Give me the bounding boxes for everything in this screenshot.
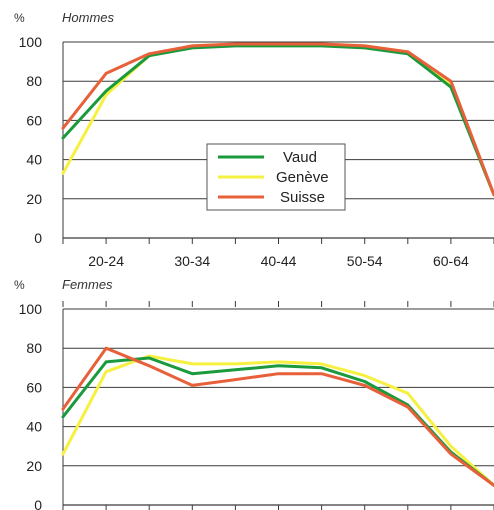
femmes-panel-title: Femmes bbox=[62, 277, 113, 292]
x-tick-label-20-24: 20-24 bbox=[88, 253, 124, 269]
hommes-y-tick-labels: 0 20 40 60 80 100 bbox=[19, 34, 43, 246]
femmes-y-unit: % bbox=[14, 278, 25, 292]
series-line-suisse bbox=[61, 42, 494, 197]
y-tick-label-40: 40 bbox=[26, 419, 42, 435]
femmes-series-lines bbox=[61, 346, 494, 487]
hommes-panel-title: Hommes bbox=[62, 10, 115, 25]
y-tick-label-80: 80 bbox=[26, 73, 42, 89]
legend-label-geneve: Genève bbox=[276, 169, 329, 186]
y-tick-label-60: 60 bbox=[26, 112, 42, 128]
x-tick-label-60-64: 60-64 bbox=[433, 253, 469, 269]
legend-label-vaud: Vaud bbox=[283, 149, 317, 166]
y-tick-label-0: 0 bbox=[34, 230, 42, 246]
y-tick-label-80: 80 bbox=[26, 340, 42, 356]
femmes-y-tick-labels: 0 20 40 60 80 100 bbox=[19, 301, 43, 510]
hommes-y-unit: % bbox=[14, 11, 25, 25]
y-tick-label-40: 40 bbox=[26, 152, 42, 168]
y-tick-label-0: 0 bbox=[34, 497, 42, 510]
legend-label-suisse: Suisse bbox=[280, 189, 325, 206]
y-tick-label-60: 60 bbox=[26, 379, 42, 395]
y-tick-label-100: 100 bbox=[19, 34, 43, 50]
x-tick-label-40-44: 40-44 bbox=[261, 253, 297, 269]
y-tick-label-100: 100 bbox=[19, 301, 43, 317]
y-tick-label-20: 20 bbox=[26, 191, 42, 207]
x-tick-label-50-54: 50-54 bbox=[347, 253, 383, 269]
x-tick-label-30-34: 30-34 bbox=[174, 253, 210, 269]
hommes-x-tick-labels: 20-24 30-34 40-44 50-54 60-64 bbox=[88, 253, 469, 269]
hommes-legend: Vaud Genève Suisse bbox=[206, 143, 346, 211]
y-tick-label-20: 20 bbox=[26, 458, 42, 474]
series-line-vaud bbox=[61, 44, 494, 197]
hommes-gridlines bbox=[62, 41, 494, 244]
hommes-series-lines bbox=[61, 42, 494, 197]
femmes-gridlines bbox=[62, 301, 494, 510]
series-line-suisse bbox=[61, 346, 494, 487]
panel-femmes: % Femmes 0 20 40 60 80 100 bbox=[14, 277, 494, 510]
panel-hommes: % Hommes 0 20 40 60 80 100 20-24 30-34 40-44 50-… bbox=[14, 10, 494, 269]
